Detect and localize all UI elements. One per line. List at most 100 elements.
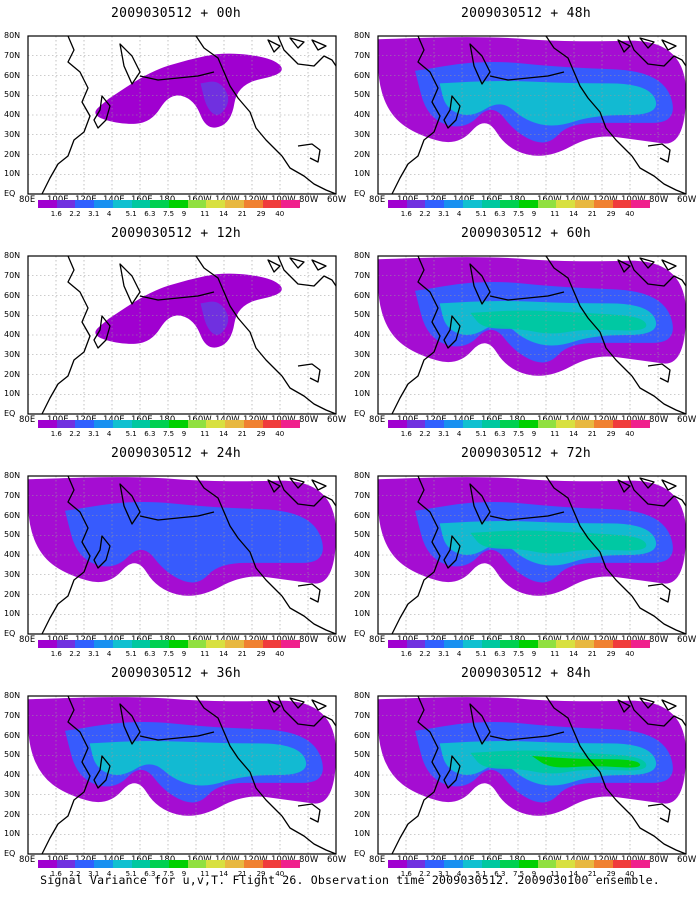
colorbar-swatch	[243, 640, 264, 648]
latitude-label: 20N	[354, 589, 371, 599]
colorbar-label: 21	[587, 650, 597, 658]
colorbar-label: 40	[625, 210, 635, 218]
colorbar-label: 2.2	[419, 210, 431, 218]
colorbar-label: 3.1	[438, 650, 450, 658]
colorbar-label: 2.2	[69, 870, 81, 878]
latitude-label: 70N	[4, 50, 21, 60]
coastlines	[391, 475, 687, 635]
colorbar-label: 14	[569, 870, 579, 878]
colorbar-label: 29	[606, 870, 616, 878]
colorbar-swatch	[131, 860, 151, 868]
colorbar-swatch	[225, 200, 245, 208]
latitude-label: 60N	[4, 730, 21, 740]
colorbar-label: 3.1	[88, 650, 100, 658]
colorbar-swatch	[169, 640, 189, 648]
map-panel: 2009030512 + 48h 80N 70N 60N 50N 40N 30N 20N 10N…	[354, 2, 696, 224]
colorbar-swatch	[262, 640, 282, 648]
colorbar-label: 40	[625, 430, 635, 438]
colorbar-label: 40	[275, 210, 285, 218]
colorbar-label: 9	[181, 870, 187, 878]
colorbar-swatch	[187, 200, 207, 208]
latitude-label: 30N	[4, 569, 21, 579]
colorbar-label: 40	[275, 430, 285, 438]
colorbar-swatch	[388, 640, 408, 648]
latitude-label: 60N	[4, 70, 21, 80]
colorbar-label: 1.6	[50, 430, 62, 438]
coastlines	[41, 475, 337, 635]
colorbar-swatch	[444, 640, 464, 648]
variance-contour	[532, 756, 641, 768]
colorbar-label: 9	[531, 650, 537, 658]
colorbar-swatch	[519, 200, 539, 208]
map-gridlines	[378, 696, 686, 854]
colorbar-label: 1.6	[50, 210, 62, 218]
map-gridlines	[28, 696, 336, 854]
colorbar-swatch	[444, 420, 464, 428]
latitude-label: 20N	[4, 369, 21, 379]
colorbar-label: 2.2	[69, 650, 81, 658]
colorbar-swatch	[206, 200, 226, 208]
map-panel: 2009030512 + 36h 80N 70N 60N 50N 40N 30N 20N 10N…	[4, 662, 347, 884]
colorbar-swatch	[631, 860, 651, 868]
latitude-label: 40N	[4, 330, 21, 339]
colorbar-label: 21	[587, 430, 597, 438]
colorbar-label: 21	[587, 210, 597, 218]
colorbar-swatch	[612, 860, 632, 868]
colorbar-label: 6.3	[494, 650, 506, 658]
colorbar-label: 14	[569, 430, 579, 438]
longitude-label: 60W	[327, 855, 347, 865]
colorbar-swatch	[519, 860, 539, 868]
colorbar-swatch	[388, 420, 408, 428]
latitude-label: 40N	[354, 770, 371, 779]
map-gridlines	[28, 476, 336, 634]
latitude-label: 40N	[4, 550, 21, 559]
colorbar: 1.6 2.2 3.1 4 5.1 6.3 7.5 9 11 14 21 29 40	[38, 420, 301, 440]
colorbar-swatch	[631, 200, 651, 208]
colorbar-label: 5.1	[125, 210, 137, 218]
colorbar-label: 6.3	[144, 870, 156, 878]
latitude-label: 40N	[354, 110, 371, 119]
colorbar-label: 11	[200, 210, 210, 218]
colorbar-swatch	[262, 420, 282, 428]
colorbar-label: 6.3	[144, 210, 156, 218]
colorbar-swatch	[243, 860, 264, 868]
variance-map: 80N70N60N50N40N30N20N10NEQ80E100E120E140…	[4, 471, 346, 645]
latitude-label: 60N	[4, 510, 21, 520]
colorbar-label: 6.3	[494, 210, 506, 218]
colorbar-label: 1.6	[400, 650, 412, 658]
colorbar-swatch	[631, 420, 651, 428]
map-plot-area	[27, 475, 337, 635]
colorbar-swatch	[94, 640, 114, 648]
panel-title: 2009030512 + 00h	[110, 6, 242, 21]
colorbar-label: 14	[219, 650, 229, 658]
longitude-label: 80E	[369, 635, 386, 645]
colorbar-label: 5.1	[475, 870, 487, 878]
colorbar-swatch	[500, 640, 520, 648]
colorbar-label: 2.2	[419, 430, 431, 438]
colorbar-swatch	[481, 200, 501, 208]
latitude-label: EQ	[354, 409, 366, 418]
colorbar-swatch	[75, 640, 95, 648]
colorbar-swatch	[631, 640, 651, 648]
colorbar-label: 3.1	[88, 430, 100, 438]
colorbar-swatch	[519, 420, 539, 428]
latitude-label: 80N	[354, 31, 371, 40]
coastlines	[391, 695, 687, 855]
colorbar-label: 3.1	[88, 870, 100, 878]
colorbar-label: 4	[106, 650, 112, 658]
variance-field	[28, 697, 336, 816]
colorbar-swatch	[481, 640, 501, 648]
colorbar-swatch	[38, 640, 58, 648]
colorbar-label: 40	[625, 870, 635, 878]
colorbar-label: 14	[219, 430, 229, 438]
colorbar-swatch	[56, 860, 76, 868]
colorbar-swatch	[56, 420, 76, 428]
panel-title: 2009030512 + 48h	[460, 6, 592, 21]
latitude-label: 50N	[4, 90, 21, 100]
colorbar-swatch	[500, 200, 520, 208]
colorbar-label: 1.6	[400, 870, 412, 878]
colorbar-swatch	[537, 640, 557, 648]
figure-caption: Signal Variance for u,v,T. Flight 26. Ob…	[40, 873, 660, 887]
colorbar-swatch	[281, 420, 301, 428]
colorbar-label: 4	[106, 430, 112, 438]
